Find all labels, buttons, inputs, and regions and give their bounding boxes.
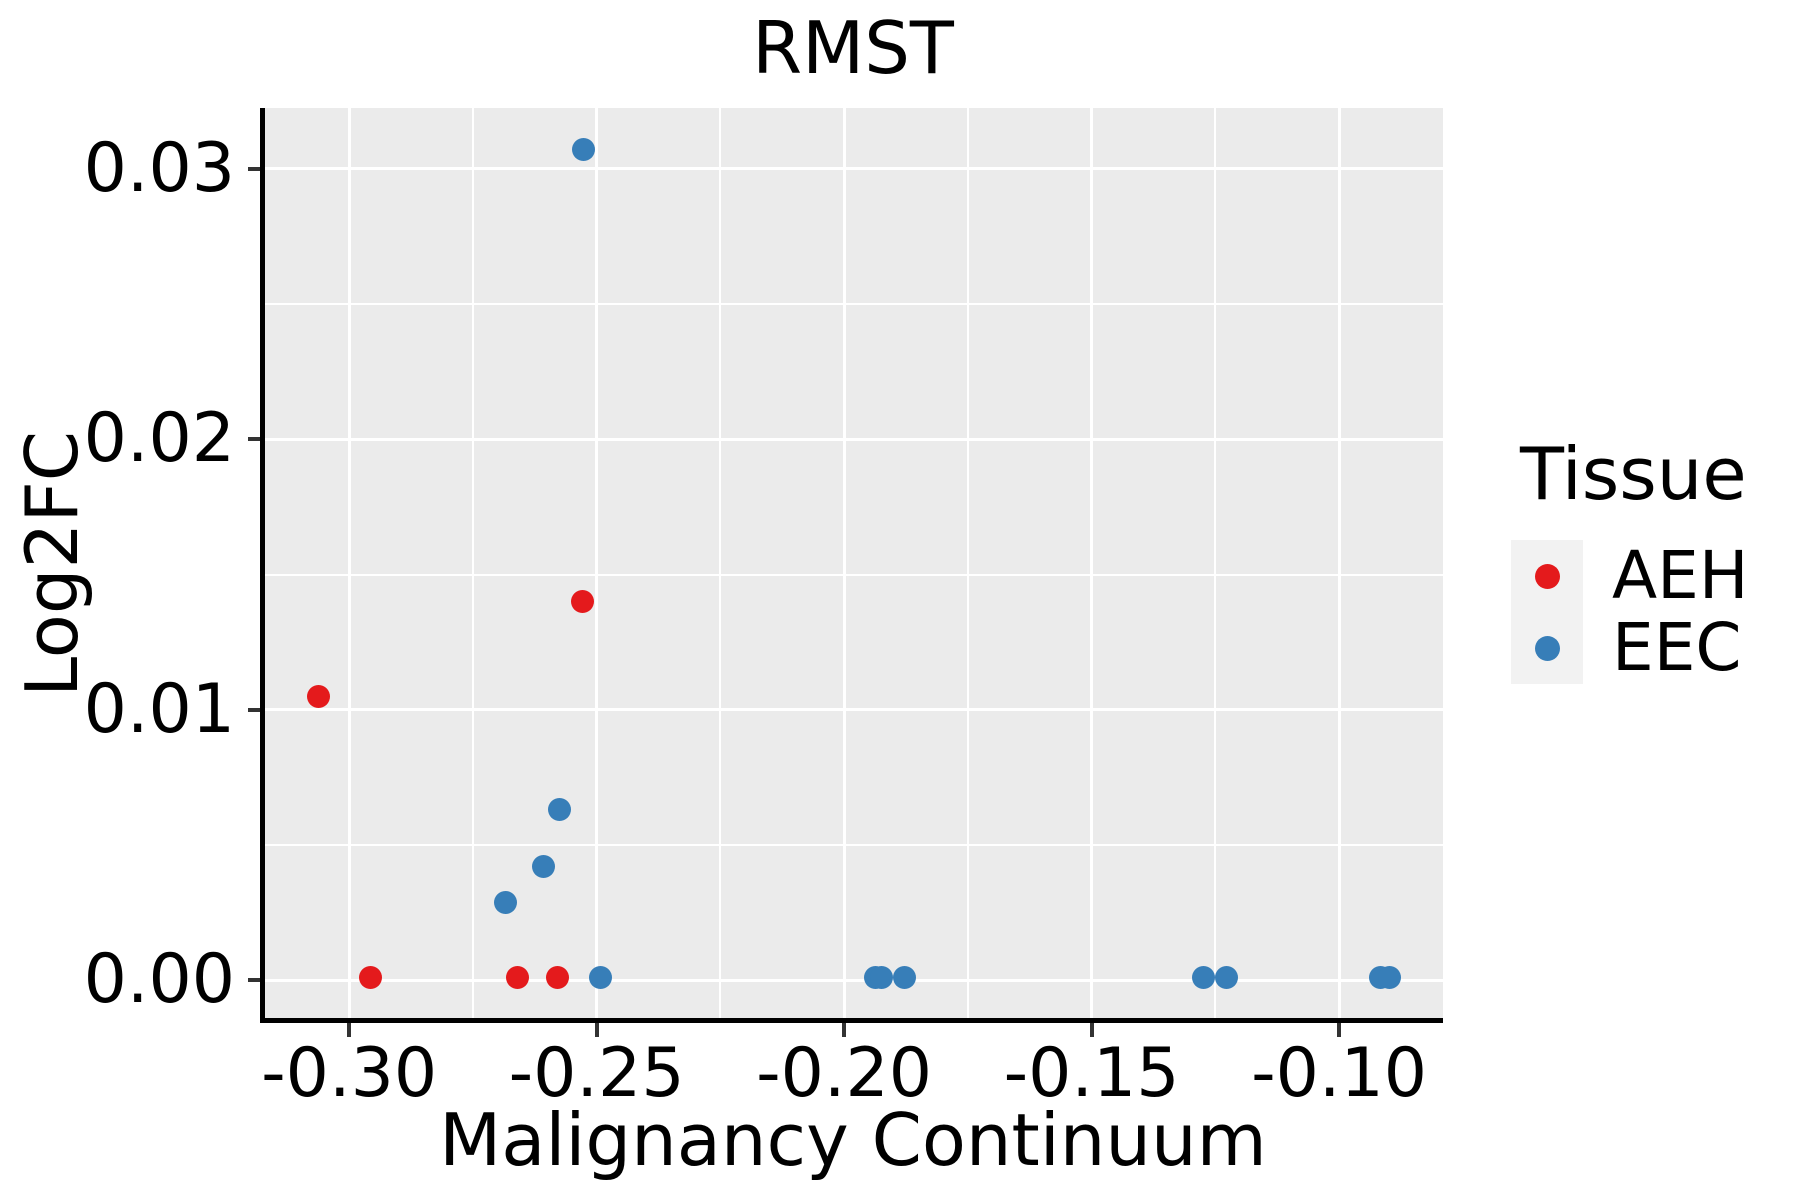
x-axis-line <box>260 1018 1443 1023</box>
data-point-aeh <box>306 684 330 708</box>
x-axis-title: Malignancy Continuum <box>439 1098 1267 1182</box>
data-point-eec <box>1215 966 1239 990</box>
data-point-eec <box>572 138 596 162</box>
x-tick-mark <box>1337 1023 1342 1037</box>
y-tick-label: 0.03 <box>83 128 235 208</box>
x-major-gridline <box>347 108 351 1020</box>
data-point-aeh <box>359 966 383 990</box>
data-point-eec <box>1378 966 1402 990</box>
x-tick-mark <box>842 1023 847 1037</box>
data-point-eec <box>531 855 555 879</box>
legend-dot-aeh <box>1534 563 1560 589</box>
data-point-aeh <box>571 590 595 614</box>
data-point-eec <box>589 966 613 990</box>
y-minor-gridline <box>264 844 1443 847</box>
y-axis-title: Log2FC <box>10 430 94 698</box>
x-major-gridline <box>595 108 599 1020</box>
x-tick-label: -0.30 <box>261 1034 438 1113</box>
x-minor-gridline <box>719 108 722 1020</box>
plot-panel <box>264 108 1443 1020</box>
x-minor-gridline <box>966 108 969 1020</box>
data-point-eec <box>870 966 894 990</box>
x-minor-gridline <box>1214 108 1217 1020</box>
data-point-aeh <box>546 966 569 990</box>
data-point-eec <box>893 966 917 990</box>
y-major-gridline <box>264 167 1443 171</box>
plot-title: RMST <box>752 6 954 90</box>
y-minor-gridline <box>264 302 1443 305</box>
data-point-eec <box>493 890 517 914</box>
y-tick-mark <box>248 166 262 171</box>
y-tick-label: 0.02 <box>83 399 235 479</box>
legend-title: Tissue <box>1520 432 1747 516</box>
legend-dot-eec <box>1534 635 1560 661</box>
data-point-aeh <box>506 966 530 990</box>
y-tick-label: 0.00 <box>83 940 235 1020</box>
x-tick-label: -0.25 <box>508 1034 685 1113</box>
x-major-gridline <box>1090 108 1094 1020</box>
y-tick-mark <box>248 707 262 712</box>
y-tick-mark <box>248 437 262 442</box>
y-tick-mark <box>248 978 262 983</box>
data-point-eec <box>547 798 571 822</box>
y-minor-gridline <box>264 573 1443 576</box>
y-tick-label: 0.01 <box>83 669 235 749</box>
legend-label-eec: EEC <box>1612 609 1742 686</box>
y-axis-line <box>260 108 265 1023</box>
data-point-eec <box>1192 966 1216 990</box>
x-tick-label: -0.15 <box>1003 1034 1180 1113</box>
x-tick-label: -0.10 <box>1251 1034 1428 1113</box>
x-tick-label: -0.20 <box>756 1034 933 1113</box>
y-major-gridline <box>264 978 1443 982</box>
x-major-gridline <box>1337 108 1341 1020</box>
x-major-gridline <box>842 108 846 1020</box>
x-tick-mark <box>347 1023 352 1037</box>
y-major-gridline <box>264 437 1443 441</box>
x-tick-mark <box>1089 1023 1094 1037</box>
legend-label-aeh: AEH <box>1612 537 1749 614</box>
x-tick-mark <box>594 1023 599 1037</box>
x-minor-gridline <box>471 108 474 1020</box>
y-major-gridline <box>264 708 1443 712</box>
